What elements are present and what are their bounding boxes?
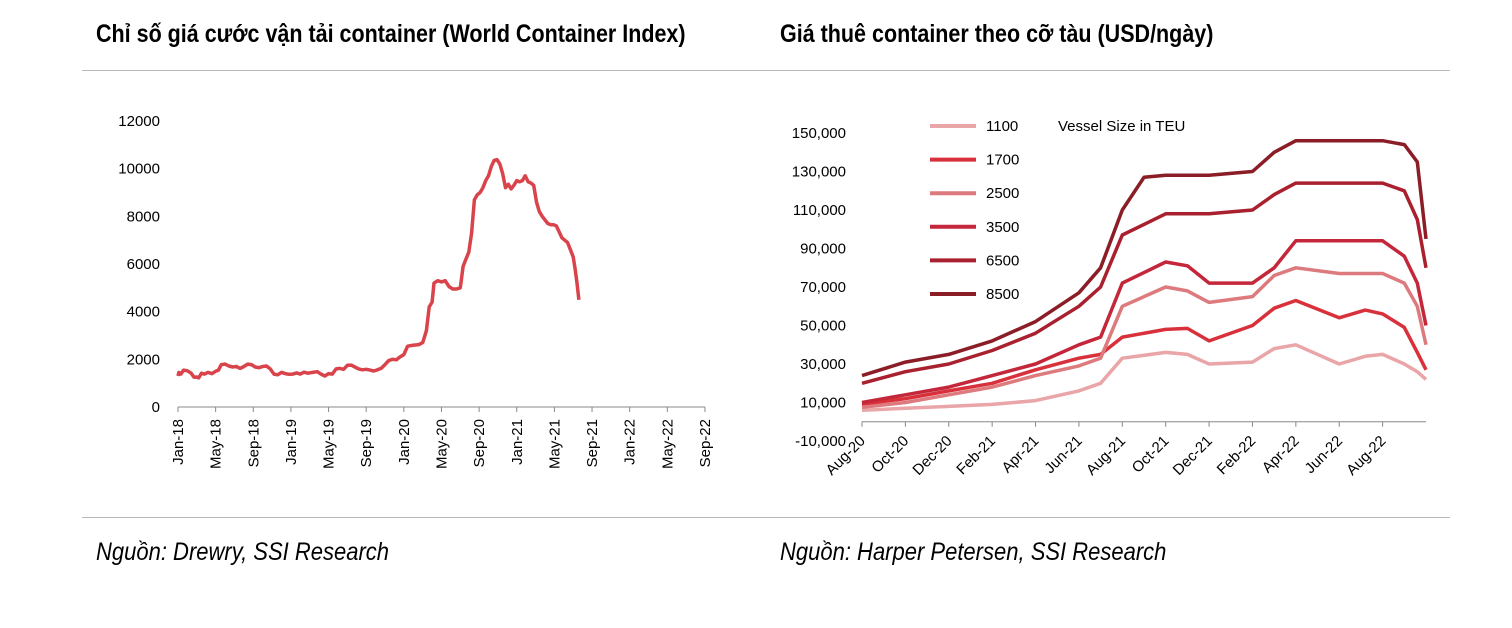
x-tick-label: Oct-20 xyxy=(868,433,912,477)
y-tick-label: 50,000 xyxy=(800,318,846,335)
left-chart-title: Chỉ số giá cước vận tải container (World… xyxy=(96,20,686,48)
y-tick-label: 0 xyxy=(152,399,160,416)
right-chart-title: Giá thuê container theo cỡ tàu (USD/ngày… xyxy=(780,20,1214,48)
x-tick-label: Apr-22 xyxy=(1259,433,1303,477)
legend-label-1700: 1700 xyxy=(986,152,1019,169)
legend-label-3500: 3500 xyxy=(986,219,1019,236)
x-tick-label: Jan-22 xyxy=(622,419,639,465)
y-tick-label: 130,000 xyxy=(792,164,846,181)
legend-title: Vessel Size in TEU xyxy=(1058,118,1185,135)
x-tick-label: Aug-22 xyxy=(1343,433,1389,479)
y-tick-label: 110,000 xyxy=(793,202,846,219)
bottom-divider xyxy=(82,517,1450,518)
legend-label-6500: 6500 xyxy=(986,252,1019,269)
y-tick-label: 150,000 xyxy=(792,125,846,142)
y-tick-label: 90,000 xyxy=(800,241,846,258)
y-tick-label: 10000 xyxy=(118,161,160,178)
x-tick-label: Apr-21 xyxy=(999,433,1043,477)
x-tick-label: Aug-21 xyxy=(1083,433,1129,479)
y-tick-label: 2000 xyxy=(127,351,160,368)
x-tick-label: May-20 xyxy=(433,419,450,469)
series-line-8500 xyxy=(861,138,1428,378)
y-tick-label: 12000 xyxy=(118,113,160,130)
y-tick-label: 6000 xyxy=(127,256,160,273)
x-tick-label: May-18 xyxy=(208,419,225,469)
x-tick-label: Jan-19 xyxy=(283,419,300,465)
container-charter-rate-chart: -10,000 10,000 30,000 50,000 70,000 90,000 110… xyxy=(792,118,1428,479)
legend-label-2500: 2500 xyxy=(986,185,1019,202)
right-source-note: Nguồn: Harper Petersen, SSI Research xyxy=(780,538,1167,566)
x-tick-label: Sep-21 xyxy=(584,419,601,467)
x-tick-label: Jun-21 xyxy=(1041,433,1085,477)
x-tick-label: May-22 xyxy=(659,419,676,469)
x-tick-label: Sep-20 xyxy=(471,419,488,467)
series-line-1700 xyxy=(861,298,1428,407)
x-tick-label: Sep-18 xyxy=(245,419,262,467)
left-source-note: Nguồn: Drewry, SSI Research xyxy=(96,538,390,566)
x-tick-label: Jan-20 xyxy=(396,419,413,465)
x-tick-label: Feb-21 xyxy=(953,433,999,479)
y-tick-label: 70,000 xyxy=(800,279,846,296)
series-line-2500 xyxy=(861,266,1428,410)
x-tick-label: May-21 xyxy=(546,419,563,469)
top-divider xyxy=(82,70,1450,71)
x-tick-label: Oct-21 xyxy=(1129,433,1173,477)
y-tick-label: 10,000 xyxy=(800,395,846,412)
series-line-3500 xyxy=(861,239,1428,405)
series-line-6500 xyxy=(861,181,1428,385)
x-tick-label: Feb-22 xyxy=(1214,433,1260,479)
wci-series-line xyxy=(176,157,581,380)
world-container-index-chart: 0 2000 4000 6000 8000 10000 12000 Jan-18 May-18 S… xyxy=(118,113,714,469)
x-tick-label: May-19 xyxy=(321,419,338,469)
legend-label-8500: 8500 xyxy=(986,286,1019,303)
y-tick-label: 4000 xyxy=(127,304,160,321)
x-tick-label: Dec-21 xyxy=(1170,433,1216,479)
legend-label-1100: 1100 xyxy=(986,118,1018,135)
x-tick-label: Jan-18 xyxy=(170,419,187,465)
y-tick-label: 30,000 xyxy=(800,356,846,373)
x-tick-label: Sep-19 xyxy=(358,419,375,467)
y-tick-label: -10,000 xyxy=(795,433,846,450)
series-line-1100 xyxy=(861,343,1428,412)
x-tick-label: Sep-22 xyxy=(697,419,714,467)
x-tick-label: Dec-20 xyxy=(909,433,955,479)
x-tick-label: Jun-22 xyxy=(1302,433,1346,477)
y-tick-label: 8000 xyxy=(127,208,160,225)
x-tick-label: Jan-21 xyxy=(509,419,526,465)
